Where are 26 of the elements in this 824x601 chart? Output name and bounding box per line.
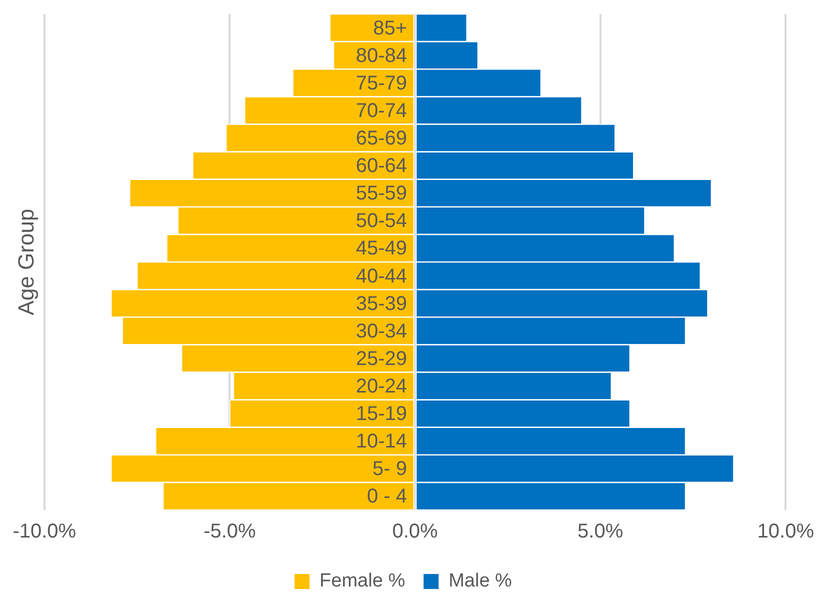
y-tick-label: 65-69 bbox=[356, 128, 408, 150]
y-axis-title: Age Group bbox=[13, 208, 38, 316]
legend-label: Female % bbox=[320, 570, 406, 592]
y-tick-label: 25-29 bbox=[356, 348, 408, 370]
y-tick-label: 45-49 bbox=[356, 238, 408, 260]
y-tick-label: 50-54 bbox=[356, 210, 408, 232]
x-tick-label: 5.0% bbox=[578, 520, 624, 543]
y-tick-label: 70-74 bbox=[356, 100, 408, 122]
y-tick-label: 85+ bbox=[373, 17, 408, 40]
y-tick-label: 0 - 4 bbox=[366, 486, 408, 508]
y-tick-label: 80-84 bbox=[356, 44, 408, 67]
y-tick-label: 35-39 bbox=[356, 292, 408, 315]
legend-label: Male % bbox=[448, 570, 512, 592]
y-tick-label: 10-14 bbox=[356, 430, 408, 453]
y-tick-label: 60-64 bbox=[356, 155, 408, 178]
x-tick-label: -10.0% bbox=[12, 520, 76, 543]
y-tick-label: 40-44 bbox=[356, 265, 408, 288]
y-tick-label: 20-24 bbox=[356, 376, 408, 398]
x-tick-label: 0.0% bbox=[392, 520, 438, 543]
x-tick-label: 10.0% bbox=[757, 520, 814, 543]
y-tick-label: 55-59 bbox=[356, 182, 408, 205]
y-tick-label: 75-79 bbox=[356, 72, 408, 94]
y-tick-label: 30-34 bbox=[356, 320, 408, 342]
y-tick-label: 5- 9 bbox=[372, 458, 408, 480]
x-tick-label: -5.0% bbox=[204, 520, 256, 543]
y-tick-label: 15-19 bbox=[356, 403, 408, 426]
